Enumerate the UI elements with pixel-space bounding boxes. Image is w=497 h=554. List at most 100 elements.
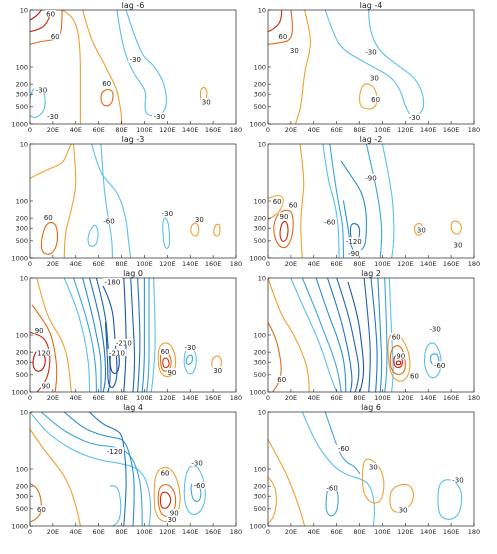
contour-label-bg xyxy=(36,348,52,356)
contour-label: 60 xyxy=(102,80,111,88)
x-tick-label: 120E xyxy=(397,260,414,268)
panel-frame xyxy=(29,277,237,393)
x-tick-label: 100E xyxy=(374,394,391,402)
contour-line xyxy=(395,360,402,366)
x-tick-label: 20E xyxy=(285,394,297,402)
contour-label: 30 xyxy=(399,507,408,515)
y-tick-label: 500 xyxy=(16,371,28,379)
panel-6: lag 4 0 20E 40E 60E 80E 100E 120E 140E 160E 180 10 1… xyxy=(11,403,242,536)
x-tick-label: 140E xyxy=(182,528,199,536)
contour-line xyxy=(40,412,143,526)
contour-label-bg xyxy=(407,113,422,121)
contour-label: -60 xyxy=(194,482,205,490)
contour-label: -90 xyxy=(348,250,359,258)
contour-label-bg xyxy=(114,338,134,346)
contour-line xyxy=(100,88,114,107)
y-tick-label: 500 xyxy=(254,371,266,379)
contour-line xyxy=(31,304,58,392)
contour-line xyxy=(72,278,97,392)
contour-label-bg xyxy=(189,458,205,466)
contour-line xyxy=(322,144,340,258)
x-tick-label: 180 xyxy=(468,260,480,268)
y-tick-label: 10 xyxy=(20,6,28,14)
contour-label: -120 xyxy=(107,448,123,456)
x-tick-label: 40E xyxy=(70,126,82,134)
y-tick-label: 1000 xyxy=(249,522,266,530)
contour-line xyxy=(36,278,72,392)
y-tick-label: 500 xyxy=(16,505,28,513)
contour-label: 30 xyxy=(202,99,211,107)
contour-line xyxy=(279,220,289,242)
contour-label: -60 xyxy=(324,219,335,227)
contour-label: 60 xyxy=(371,96,380,104)
contour-line xyxy=(381,144,395,258)
contour-line xyxy=(30,412,152,526)
y-tick-label: 100 xyxy=(254,331,266,339)
contour-label: 30 xyxy=(454,241,463,249)
contour-label: 90 xyxy=(167,369,176,377)
contour-line xyxy=(389,483,415,514)
x-tick-label: 180 xyxy=(230,126,242,134)
contour-label-bg xyxy=(289,46,300,54)
contour-label-bg xyxy=(395,352,406,360)
contour-group xyxy=(30,10,208,124)
contour-line xyxy=(268,10,293,45)
contour-label: 120 xyxy=(37,349,50,357)
contour-label-bg xyxy=(182,343,198,351)
x-tick-label: 0 xyxy=(28,260,32,268)
contour-line xyxy=(294,10,312,124)
contour-label-bg xyxy=(278,212,290,220)
contour-line xyxy=(347,281,365,392)
contour-line xyxy=(102,285,118,389)
x-tick-label: 160E xyxy=(443,260,460,268)
y-tick-label: 100 xyxy=(254,465,266,473)
contour-label-bg xyxy=(212,366,223,374)
contour-line xyxy=(61,10,81,124)
x-tick-label: 80E xyxy=(353,260,365,268)
contour-label: 30 xyxy=(417,227,426,235)
panel-title: lag 0 xyxy=(123,269,143,278)
x-tick-label: 80E xyxy=(115,260,127,268)
contour-label-bg xyxy=(427,324,443,332)
contour-label: 30 xyxy=(370,75,379,83)
contour-label: -120 xyxy=(346,238,362,246)
contour-label-bg xyxy=(152,112,167,120)
contour-line xyxy=(87,224,99,247)
contour-line xyxy=(109,485,122,526)
x-tick-label: 20E xyxy=(47,260,59,268)
contour-group xyxy=(30,412,206,526)
contour-group xyxy=(268,412,463,526)
y-tick-label: 200 xyxy=(16,482,28,490)
x-tick-label: 120E xyxy=(397,126,414,134)
contour-label: -30 xyxy=(162,210,173,218)
contour-label: 60 xyxy=(37,506,46,514)
contour-line xyxy=(315,278,347,392)
y-tick-label: 1000 xyxy=(249,254,266,262)
contour-line xyxy=(162,357,170,369)
x-tick-label: 0 xyxy=(28,126,32,134)
panel-title: lag 6 xyxy=(361,403,381,412)
x-tick-label: 180 xyxy=(230,260,242,268)
contour-label: 90 xyxy=(280,213,289,221)
panel-2: lag -3 0 20E 40E 60E 80E 100E 120E 140E 160E 180 10… xyxy=(11,135,242,268)
x-tick-label: 20E xyxy=(285,260,297,268)
panel-1: lag -4 0 20E 40E 60E 80E 100E 120E 140E 160E 180 10… xyxy=(249,1,480,134)
x-tick-label: 180 xyxy=(230,528,242,536)
contour-line xyxy=(450,220,462,235)
contour-line xyxy=(137,278,141,392)
x-tick-label: 160E xyxy=(205,126,222,134)
x-tick-label: 60E xyxy=(92,528,104,536)
contour-line xyxy=(88,278,107,392)
contour-label-bg xyxy=(166,515,178,523)
contour-label: 60 xyxy=(392,333,401,341)
x-tick-label: 20E xyxy=(285,528,297,536)
contour-label-bg xyxy=(416,226,427,234)
y-tick-label: 500 xyxy=(16,103,28,111)
x-tick-label: 80E xyxy=(115,528,127,536)
contour-label: -30 xyxy=(47,113,58,121)
contour-label-bg xyxy=(101,217,117,225)
contour-line xyxy=(388,278,394,392)
contour-label: -210 xyxy=(109,349,125,357)
contour-label-bg xyxy=(192,481,207,489)
